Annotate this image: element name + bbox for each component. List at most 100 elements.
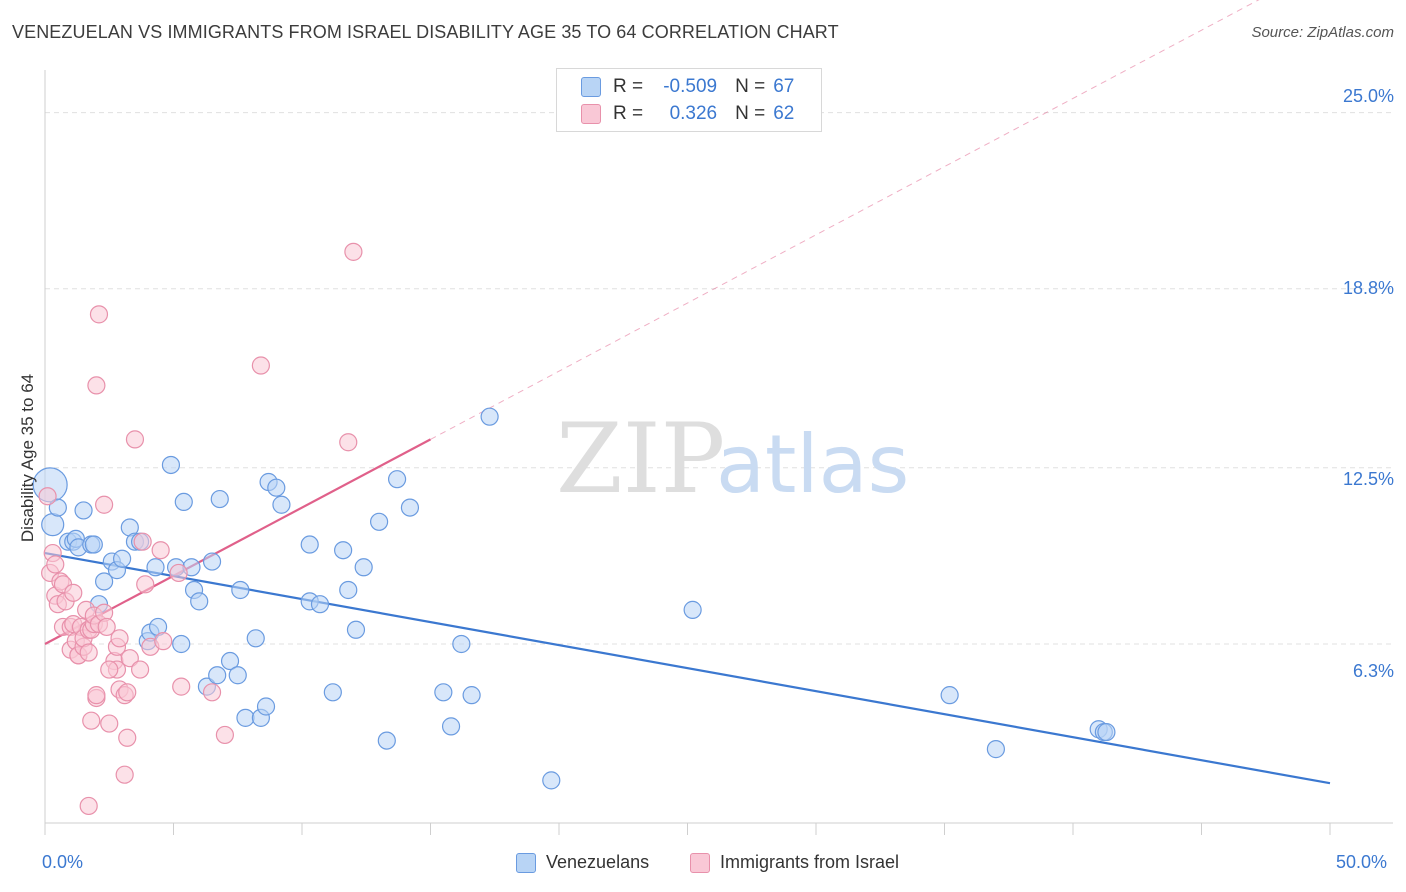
data-point-venezuelans: [300, 535, 319, 554]
data-point-venezuelans: [1097, 722, 1116, 742]
data-point-israel: [64, 583, 83, 602]
data-point-israel: [118, 728, 137, 747]
bottom-legend-israel: Immigrants from Israel: [690, 852, 899, 873]
data-point-venezuelans: [480, 407, 499, 426]
data-point-venezuelans: [940, 686, 959, 705]
x-tick-label: 0.0%: [42, 852, 84, 872]
data-point-venezuelans: [334, 541, 353, 560]
data-point-venezuelans: [346, 620, 366, 639]
data-point-venezuelans: [236, 708, 255, 727]
bottom-legend-venezuelans: Venezuelans: [516, 852, 649, 873]
legend-r-label: R =: [613, 103, 644, 124]
y-axis-label: Disability Age 35 to 64: [18, 373, 37, 543]
legend-swatch-pink: [690, 852, 710, 873]
data-point-venezuelans: [48, 498, 67, 517]
data-point-venezuelans: [190, 592, 209, 611]
data-point-venezuelans: [231, 580, 250, 600]
data-point-venezuelans: [387, 470, 407, 489]
trend-line-venezuelans: [44, 551, 1331, 785]
data-point-israel: [154, 632, 173, 651]
data-point-venezuelans: [172, 634, 191, 654]
source-label: Source: ZipAtlas.com: [1251, 24, 1394, 41]
watermark-atlas: atlas: [716, 418, 909, 511]
data-point-venezuelans: [208, 666, 227, 685]
data-point-israel: [38, 487, 57, 506]
data-point-israel: [100, 714, 119, 733]
data-point-israel: [82, 711, 101, 730]
data-point-venezuelans: [41, 513, 65, 537]
data-point-venezuelans: [161, 455, 181, 475]
watermark: ZIP atlas: [556, 403, 909, 515]
data-point-israel: [87, 376, 106, 395]
legend-label: Venezuelans: [546, 852, 650, 872]
y-tick-label: 25.0%: [1342, 86, 1394, 106]
data-point-venezuelans: [452, 634, 471, 654]
data-point-venezuelans: [74, 501, 93, 520]
data-point-venezuelans: [441, 717, 461, 736]
data-point-venezuelans: [370, 512, 389, 531]
data-point-venezuelans: [272, 495, 291, 514]
data-point-israel: [79, 796, 98, 816]
data-point-venezuelans: [228, 666, 247, 685]
data-point-venezuelans: [267, 478, 286, 497]
data-point-venezuelans: [210, 489, 229, 509]
x-tick-label: 50.0%: [1336, 852, 1388, 872]
data-point-venezuelans: [146, 558, 165, 577]
grid-lines: [45, 112, 1393, 645]
legend-row-israel: R = 0.326 N = 62: [581, 102, 794, 126]
trend-line-extension: [430, 0, 1260, 440]
legend-swatch-blue: [516, 852, 536, 873]
data-point-venezuelans: [462, 686, 481, 705]
data-point-venezuelans: [683, 600, 702, 619]
y-tick-label: 18.8%: [1342, 278, 1394, 298]
data-point-israel: [87, 686, 106, 705]
data-point-israel: [100, 660, 119, 679]
legend-r-label: R =: [613, 76, 644, 97]
data-point-israel: [251, 356, 270, 375]
legend-swatch-blue: [581, 77, 601, 97]
data-point-venezuelans: [246, 629, 265, 648]
data-point-venezuelans: [986, 740, 1006, 759]
legend-n-label: N =: [735, 76, 766, 97]
data-point-venezuelans: [220, 651, 240, 671]
data-point-venezuelans: [377, 731, 396, 750]
y-tick-label: 12.5%: [1342, 469, 1394, 489]
data-point-israel: [172, 677, 191, 696]
data-point-venezuelans: [339, 580, 358, 600]
data-point-israel: [202, 683, 222, 702]
legend-r-value: -0.509: [663, 76, 718, 97]
data-point-venezuelans: [84, 535, 103, 554]
data-point-israel: [130, 660, 150, 679]
data-point-israel: [79, 643, 98, 662]
data-points: [32, 242, 1116, 816]
legend-swatch-pink: [581, 104, 601, 124]
data-point-venezuelans: [400, 498, 420, 517]
data-point-israel: [151, 541, 170, 560]
y-tick-label: 6.3%: [1352, 661, 1394, 681]
data-point-israel: [115, 765, 134, 784]
data-point-venezuelans: [434, 683, 453, 702]
data-point-venezuelans: [174, 492, 193, 512]
data-point-venezuelans: [95, 572, 114, 591]
data-point-israel: [118, 683, 137, 702]
data-point-israel: [46, 555, 65, 574]
data-point-israel: [169, 563, 188, 583]
chart-title: VENEZUELAN VS IMMIGRANTS FROM ISRAEL DIS…: [12, 22, 839, 42]
legend-r-value: 0.326: [669, 103, 718, 124]
data-point-israel: [133, 532, 152, 551]
correlation-legend: R = -0.509 N = 67 R = 0.326 N = 62: [556, 68, 822, 132]
data-point-israel: [136, 575, 155, 594]
watermark-zip: ZIP: [556, 403, 725, 515]
legend-n-value: 62: [773, 103, 795, 124]
data-point-venezuelans: [542, 771, 561, 790]
data-point-venezuelans: [112, 549, 132, 568]
data-point-venezuelans: [354, 558, 373, 577]
data-point-israel: [97, 617, 116, 637]
data-point-venezuelans: [323, 683, 342, 702]
data-point-israel: [110, 629, 129, 648]
data-point-venezuelans: [310, 595, 330, 614]
data-point-israel: [339, 433, 358, 452]
legend-n-value: 67: [773, 76, 795, 97]
legend-row-venezuelans: R = -0.509 N = 67: [581, 75, 794, 99]
